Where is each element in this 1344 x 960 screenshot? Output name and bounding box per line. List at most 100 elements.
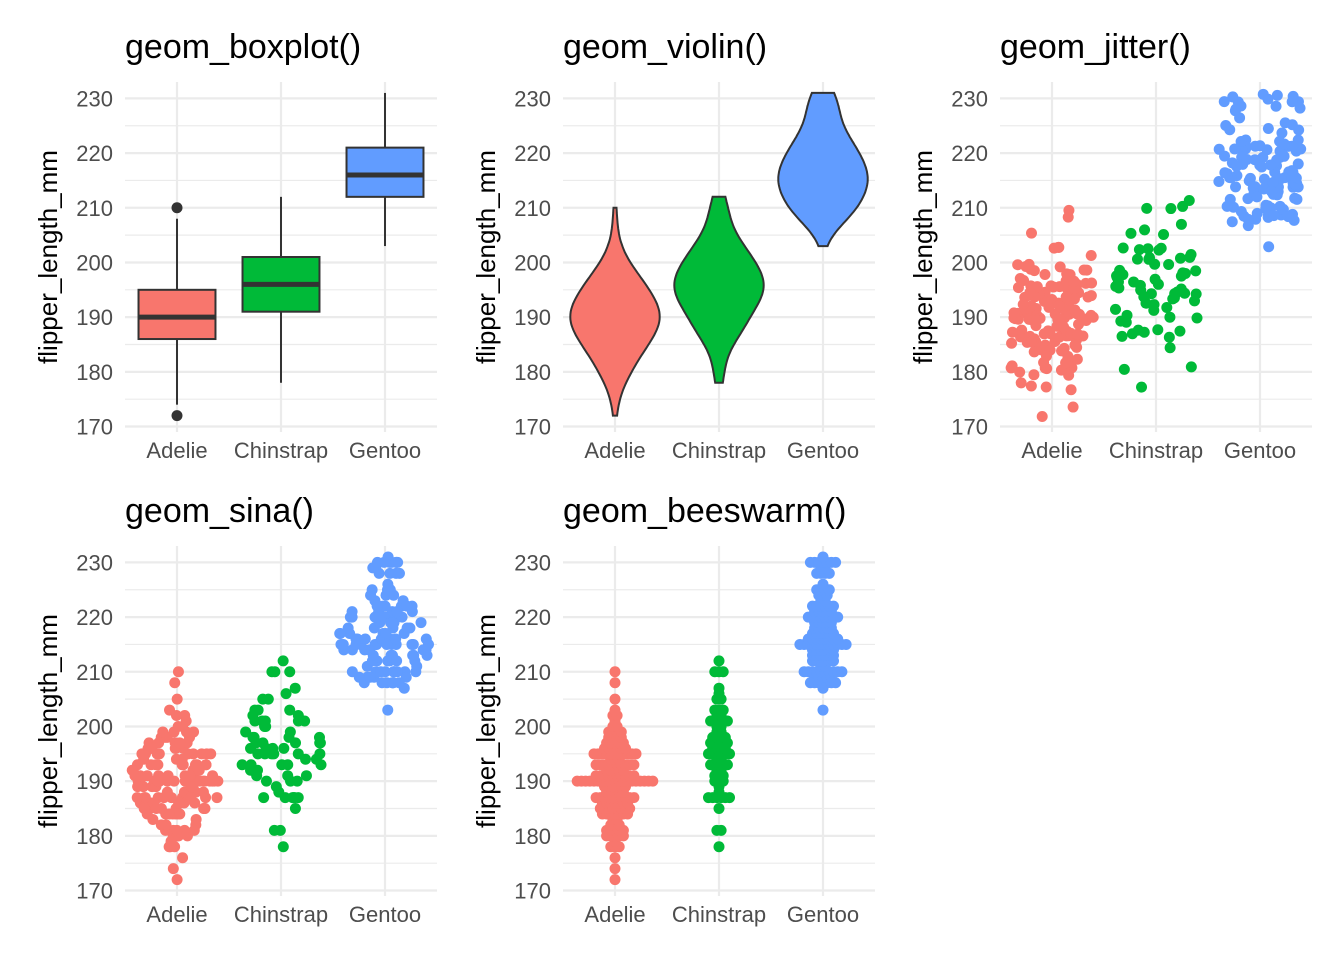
point-adelie [151, 775, 163, 787]
point-adelie [171, 824, 183, 836]
point-chinstrap [260, 775, 272, 787]
x-tick-label: Adelie [146, 438, 207, 463]
y-tick-label: 220 [514, 605, 551, 630]
point-gentoo [1293, 124, 1305, 136]
point-chinstrap [284, 666, 296, 678]
point-chinstrap [1138, 326, 1150, 338]
point-gentoo [1256, 161, 1268, 173]
y-axis-label: flipper_length_mm [33, 150, 63, 364]
point-adelie [628, 759, 640, 771]
point-chinstrap [289, 803, 301, 814]
point-adelie [182, 748, 194, 760]
point-gentoo [836, 666, 848, 678]
point-gentoo [415, 617, 427, 629]
point-adelie [171, 693, 183, 705]
point-adelie [1054, 261, 1066, 273]
point-gentoo [817, 578, 829, 590]
y-tick-label: 190 [514, 769, 551, 794]
point-gentoo [408, 649, 420, 661]
point-gentoo [1295, 143, 1307, 155]
point-chinstrap [1125, 227, 1137, 239]
point-chinstrap [717, 666, 729, 678]
point-adelie [1071, 353, 1083, 365]
point-chinstrap [292, 792, 304, 804]
outlier-point [171, 410, 183, 422]
point-adelie [1068, 275, 1080, 287]
point-gentoo [1262, 123, 1274, 135]
point-chinstrap [278, 742, 290, 754]
point-gentoo [1218, 96, 1230, 108]
point-adelie [1006, 326, 1018, 338]
point-adelie [194, 775, 206, 787]
y-tick-label: 200 [951, 250, 988, 275]
point-gentoo [365, 589, 377, 601]
point-gentoo [335, 638, 347, 650]
point-gentoo [1282, 211, 1294, 223]
point-adelie [161, 786, 173, 798]
point-adelie [132, 781, 144, 793]
point-gentoo [364, 671, 376, 683]
point-adelie [1048, 281, 1060, 293]
y-tick-label: 210 [951, 196, 988, 221]
point-chinstrap [1133, 244, 1145, 256]
point-gentoo [1241, 154, 1253, 166]
point-gentoo [1286, 165, 1298, 177]
x-tick-label: Chinstrap [1109, 438, 1203, 463]
point-adelie [1060, 357, 1072, 369]
y-tick-label: 230 [76, 86, 113, 111]
y-tick-label: 180 [514, 360, 551, 385]
point-adelie [190, 813, 202, 825]
point-gentoo [381, 638, 393, 650]
y-tick-label: 230 [951, 86, 988, 111]
y-axis-label: flipper_length_mm [33, 614, 63, 828]
point-adelie [1014, 366, 1026, 378]
x-tick-label: Chinstrap [672, 902, 766, 927]
point-chinstrap [292, 748, 304, 760]
y-tick-label: 220 [514, 141, 551, 166]
point-adelie [179, 775, 191, 787]
point-adelie [1072, 328, 1084, 340]
point-gentoo [346, 666, 358, 678]
point-gentoo [334, 628, 346, 639]
marks [137, 92, 425, 422]
point-adelie [1071, 341, 1083, 353]
point-adelie [609, 666, 621, 678]
point-gentoo [1242, 213, 1254, 225]
x-tick-label: Adelie [146, 902, 207, 927]
point-adelie [609, 863, 621, 875]
point-gentoo [1235, 135, 1247, 147]
point-adelie [1082, 291, 1094, 303]
point-adelie [1067, 401, 1079, 413]
x-tick-label: Adelie [1021, 438, 1082, 463]
y-tick-label: 180 [76, 360, 113, 385]
point-adelie [647, 775, 659, 787]
x-tick-label: Chinstrap [672, 438, 766, 463]
point-chinstrap [315, 759, 327, 771]
point-gentoo [346, 606, 358, 618]
panel-geom-sina: geom_sina() flipper_length_mm 170 180 190 200… [33, 492, 437, 927]
point-gentoo [1270, 100, 1282, 112]
point-gentoo [817, 704, 829, 716]
y-tick-label: 210 [514, 196, 551, 221]
point-chinstrap [276, 759, 288, 771]
marks [569, 91, 869, 417]
point-chinstrap [713, 803, 725, 814]
point-gentoo [393, 677, 405, 689]
point-chinstrap [1131, 253, 1143, 265]
point-adelie [1012, 259, 1024, 271]
y-tick-label: 230 [76, 550, 113, 575]
point-adelie [1025, 336, 1037, 348]
point-chinstrap [1158, 229, 1170, 241]
x-tick-label: Gentoo [1224, 438, 1296, 463]
y-tick-label: 190 [76, 769, 113, 794]
point-gentoo [390, 556, 402, 568]
point-chinstrap [1148, 304, 1160, 316]
point-adelie [1012, 282, 1024, 294]
point-gentoo [1265, 159, 1277, 171]
point-chinstrap [1126, 328, 1138, 340]
point-adelie [1053, 300, 1065, 312]
point-adelie [180, 715, 192, 727]
point-chinstrap [1149, 273, 1161, 285]
point-adelie [1063, 204, 1075, 216]
point-chinstrap [1114, 264, 1126, 276]
